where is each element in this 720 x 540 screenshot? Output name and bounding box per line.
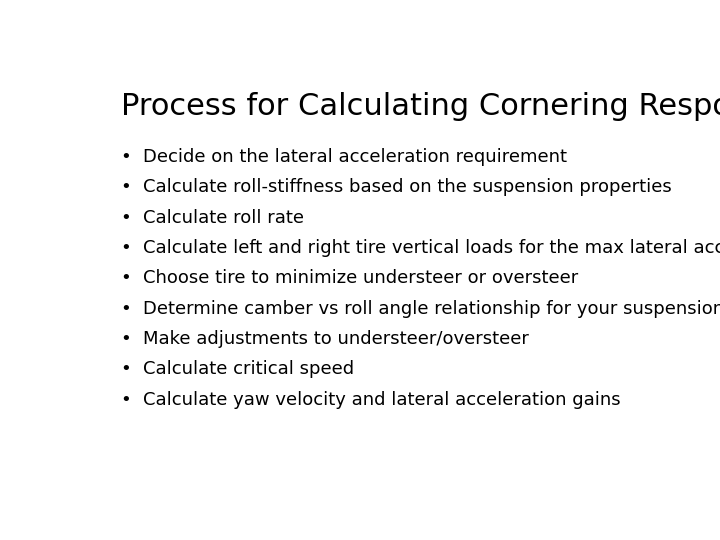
Text: •: • xyxy=(121,178,132,197)
Text: •: • xyxy=(121,330,132,348)
Text: Process for Calculating Cornering Response: Process for Calculating Cornering Respon… xyxy=(121,92,720,121)
Text: Decide on the lateral acceleration requirement: Decide on the lateral acceleration requi… xyxy=(143,148,567,166)
Text: Calculate roll-stiffness based on the suspension properties: Calculate roll-stiffness based on the su… xyxy=(143,178,672,197)
Text: •: • xyxy=(121,148,132,166)
Text: •: • xyxy=(121,208,132,227)
Text: •: • xyxy=(121,239,132,257)
Text: Determine camber vs roll angle relationship for your suspension: Determine camber vs roll angle relations… xyxy=(143,300,720,318)
Text: •: • xyxy=(121,360,132,379)
Text: •: • xyxy=(121,391,132,409)
Text: •: • xyxy=(121,269,132,287)
Text: Choose tire to minimize understeer or oversteer: Choose tire to minimize understeer or ov… xyxy=(143,269,578,287)
Text: Calculate left and right tire vertical loads for the max lateral acceleration: Calculate left and right tire vertical l… xyxy=(143,239,720,257)
Text: Calculate critical speed: Calculate critical speed xyxy=(143,360,354,379)
Text: Calculate yaw velocity and lateral acceleration gains: Calculate yaw velocity and lateral accel… xyxy=(143,391,621,409)
Text: Make adjustments to understeer/oversteer: Make adjustments to understeer/oversteer xyxy=(143,330,529,348)
Text: Calculate roll rate: Calculate roll rate xyxy=(143,208,304,227)
Text: •: • xyxy=(121,300,132,318)
